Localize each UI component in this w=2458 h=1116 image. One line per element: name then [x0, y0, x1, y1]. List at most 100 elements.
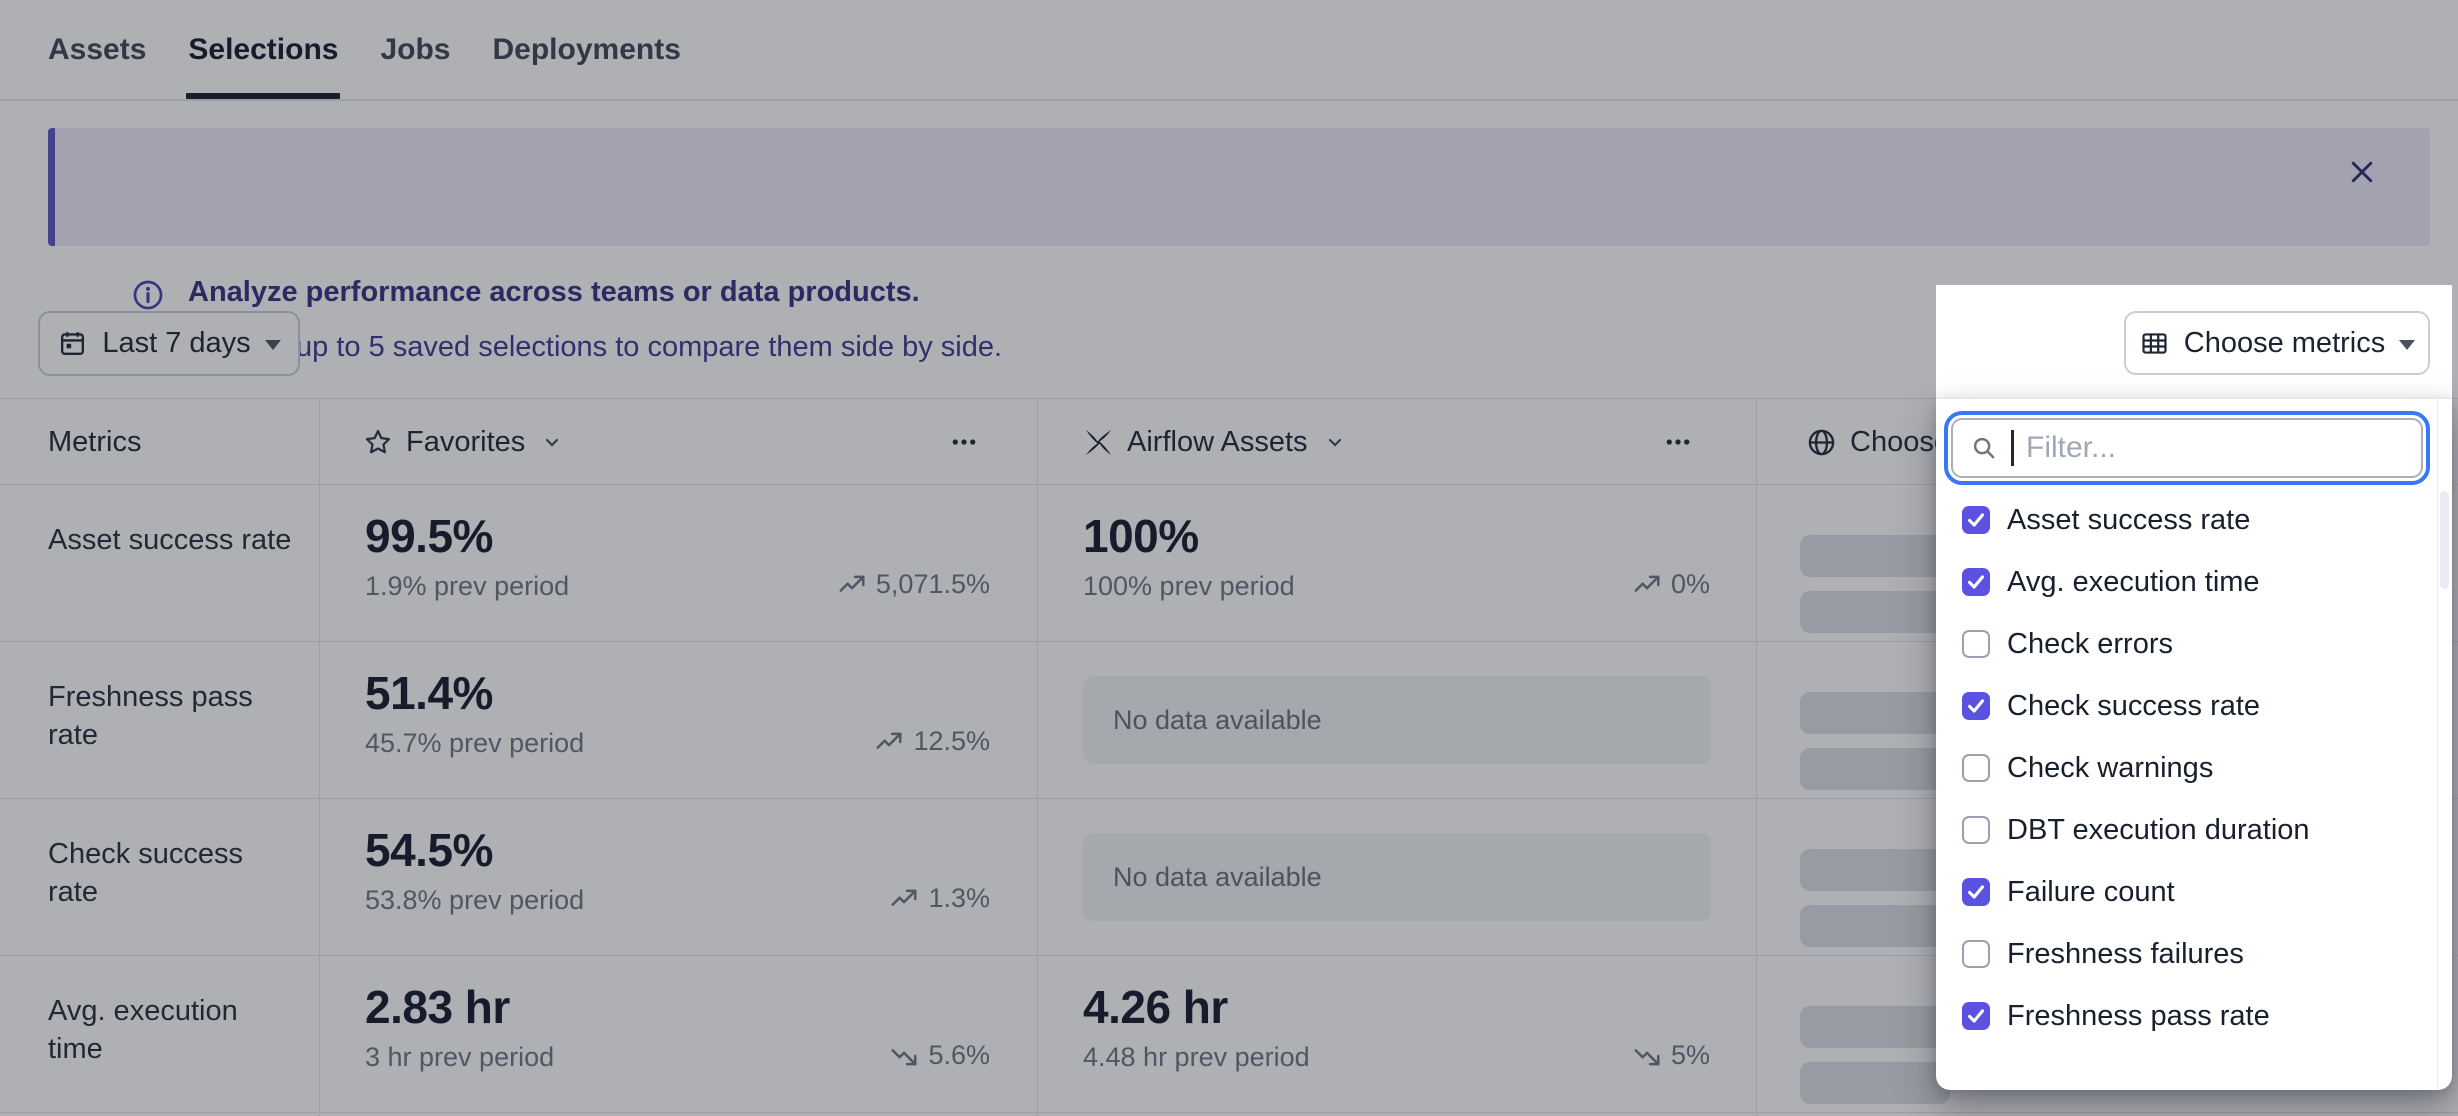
- metric-option-label: Failure count: [2007, 875, 2175, 908]
- metric-option-label: Check errors: [2007, 627, 2173, 660]
- column-divider: [1756, 399, 1757, 1116]
- checkbox[interactable]: [1962, 754, 1990, 782]
- favorites-column-header[interactable]: Favorites: [363, 399, 564, 485]
- loading-skeleton-bar: [1800, 591, 1950, 633]
- column-divider: [319, 399, 320, 1116]
- favorites-column-menu-button[interactable]: [948, 427, 980, 462]
- tab-deployments[interactable]: Deployments: [492, 32, 681, 66]
- table-row: Freshness pass rate 51.4% 45.7% prev per…: [0, 642, 2458, 799]
- metric-option-label: DBT execution duration: [2007, 813, 2310, 846]
- chevron-down-icon: [1328, 438, 1341, 447]
- metric-option[interactable]: Check success rate: [1936, 675, 2437, 737]
- metric-option[interactable]: DBT execution duration: [1936, 799, 2437, 861]
- airflow-prev-period: 4.48 hr prev period: [1083, 1042, 1310, 1072]
- airflow-trend: 0%: [1632, 569, 1710, 600]
- metric-option-label: Freshness failures: [2007, 937, 2244, 970]
- date-range-button[interactable]: Last 7 days: [38, 311, 300, 376]
- favorites-value: 99.5%: [365, 510, 493, 562]
- loading-skeleton-bar: [1800, 535, 1950, 577]
- metric-option[interactable]: Failure count: [1936, 861, 2437, 923]
- table-grid-icon: [2142, 332, 2167, 354]
- no-data-box: No data available: [1083, 833, 1711, 921]
- checkbox[interactable]: [1962, 816, 1990, 844]
- top-tab-bar: Assets Selections Jobs Deployments: [0, 0, 2458, 101]
- tab-selections[interactable]: Selections: [186, 0, 341, 99]
- tab-jobs[interactable]: Jobs: [380, 32, 451, 66]
- trend-down-icon: [891, 1048, 917, 1065]
- search-icon: [1973, 437, 1995, 459]
- ellipsis-icon: [952, 439, 976, 445]
- filter-input-focus-ring: Filter...: [1944, 411, 2430, 485]
- favorites-value: 54.5%: [365, 824, 493, 876]
- metric-option[interactable]: Freshness failures: [1936, 923, 2437, 985]
- loading-skeleton-bar: [1800, 905, 1950, 947]
- calendar-icon: [61, 332, 85, 355]
- checkbox[interactable]: [1962, 878, 1990, 906]
- favorites-prev-period: 3 hr prev period: [365, 1042, 555, 1072]
- loading-skeleton-bar: [1800, 1006, 1950, 1048]
- metric-option[interactable]: Avg. execution time: [1936, 551, 2437, 613]
- trend-up-icon: [876, 732, 902, 749]
- favorites-trend: 12.5%: [874, 726, 990, 757]
- checkbox[interactable]: [1962, 506, 1990, 534]
- banner-subtitle: Choose up to 5 saved selections to compa…: [188, 331, 1003, 363]
- globe-icon: [1808, 429, 1835, 455]
- metric-name: Avg. execution time: [48, 995, 238, 1065]
- trend-up-icon: [891, 889, 917, 906]
- metric-option-label: Check warnings: [2007, 751, 2214, 784]
- metric-option-label: Asset success rate: [2007, 503, 2251, 536]
- loading-skeleton-bar: [1800, 849, 1950, 891]
- checkbox[interactable]: [1962, 1002, 1990, 1030]
- popover-scrollbar[interactable]: [2440, 491, 2449, 589]
- favorites-prev-period: 1.9% prev period: [365, 571, 570, 601]
- star-icon: [365, 429, 391, 454]
- metric-name: Asset success rate: [48, 524, 292, 556]
- close-icon: [2351, 161, 2373, 183]
- table-row: Avg. execution time 2.83 hr 3 hr prev pe…: [0, 956, 2458, 1113]
- airflow-prev-period: 100% prev period: [1083, 571, 1295, 601]
- loading-skeleton-bar: [1800, 692, 1950, 734]
- metric-option[interactable]: Freshness pass rate: [1936, 985, 2437, 1047]
- airflow-value: 4.26 hr: [1083, 981, 1228, 1033]
- favorites-prev-period: 53.8% prev period: [365, 885, 585, 915]
- no-data-box: No data available: [1083, 676, 1711, 764]
- text-cursor: [2011, 430, 2014, 466]
- loading-skeleton-bar: [1800, 748, 1950, 790]
- metric-name: Freshness pass rate: [48, 681, 253, 751]
- metric-option[interactable]: Asset success rate: [1936, 489, 2437, 551]
- chevron-down-icon: [546, 438, 559, 447]
- table-row: Check success rate 54.5% 53.8% prev peri…: [0, 799, 2458, 956]
- ellipsis-icon: [1666, 439, 1690, 445]
- metric-option[interactable]: Check errors: [1936, 613, 2437, 675]
- choose-selection-column-header[interactable]: Choose: [1806, 399, 1950, 485]
- filter-input[interactable]: Filter...: [1951, 418, 2423, 478]
- airflow-pinwheel-icon: [1085, 429, 1112, 455]
- airflow-assets-column-header[interactable]: Airflow Assets: [1083, 399, 1347, 485]
- banner-title: Analyze performance across teams or data…: [188, 276, 920, 308]
- banner-close-button[interactable]: [2340, 150, 2384, 194]
- metric-option-label: Avg. execution time: [2007, 565, 2260, 598]
- filter-placeholder: Filter...: [2026, 431, 2117, 464]
- info-circle-icon: [131, 278, 165, 317]
- loading-skeleton-bar: [1800, 1062, 1950, 1104]
- favorites-prev-period: 45.7% prev period: [365, 728, 585, 758]
- checkbox[interactable]: [1962, 568, 1990, 596]
- tab-assets[interactable]: Assets: [48, 32, 147, 66]
- metric-option-label: Check success rate: [2007, 689, 2261, 722]
- checkbox[interactable]: [1962, 630, 1990, 658]
- trend-up-icon: [839, 575, 865, 592]
- favorites-trend: 5,071.5%: [837, 569, 990, 600]
- airflow-column-menu-button[interactable]: [1662, 427, 1694, 462]
- chevron-down-icon: [264, 340, 281, 350]
- checkbox[interactable]: [1962, 692, 1990, 720]
- metric-option[interactable]: Check warnings: [1936, 737, 2437, 799]
- choose-metrics-button[interactable]: Choose metrics: [2124, 311, 2430, 375]
- favorites-trend: 1.3%: [889, 883, 990, 914]
- metric-name: Check success rate: [48, 838, 244, 908]
- metric-option-label: Freshness pass rate: [2007, 999, 2270, 1032]
- favorites-value: 2.83 hr: [365, 981, 510, 1033]
- info-banner: Analyze performance across teams or data…: [48, 128, 2430, 363]
- checkbox[interactable]: [1962, 940, 1990, 968]
- airflow-value: 100%: [1083, 510, 1199, 562]
